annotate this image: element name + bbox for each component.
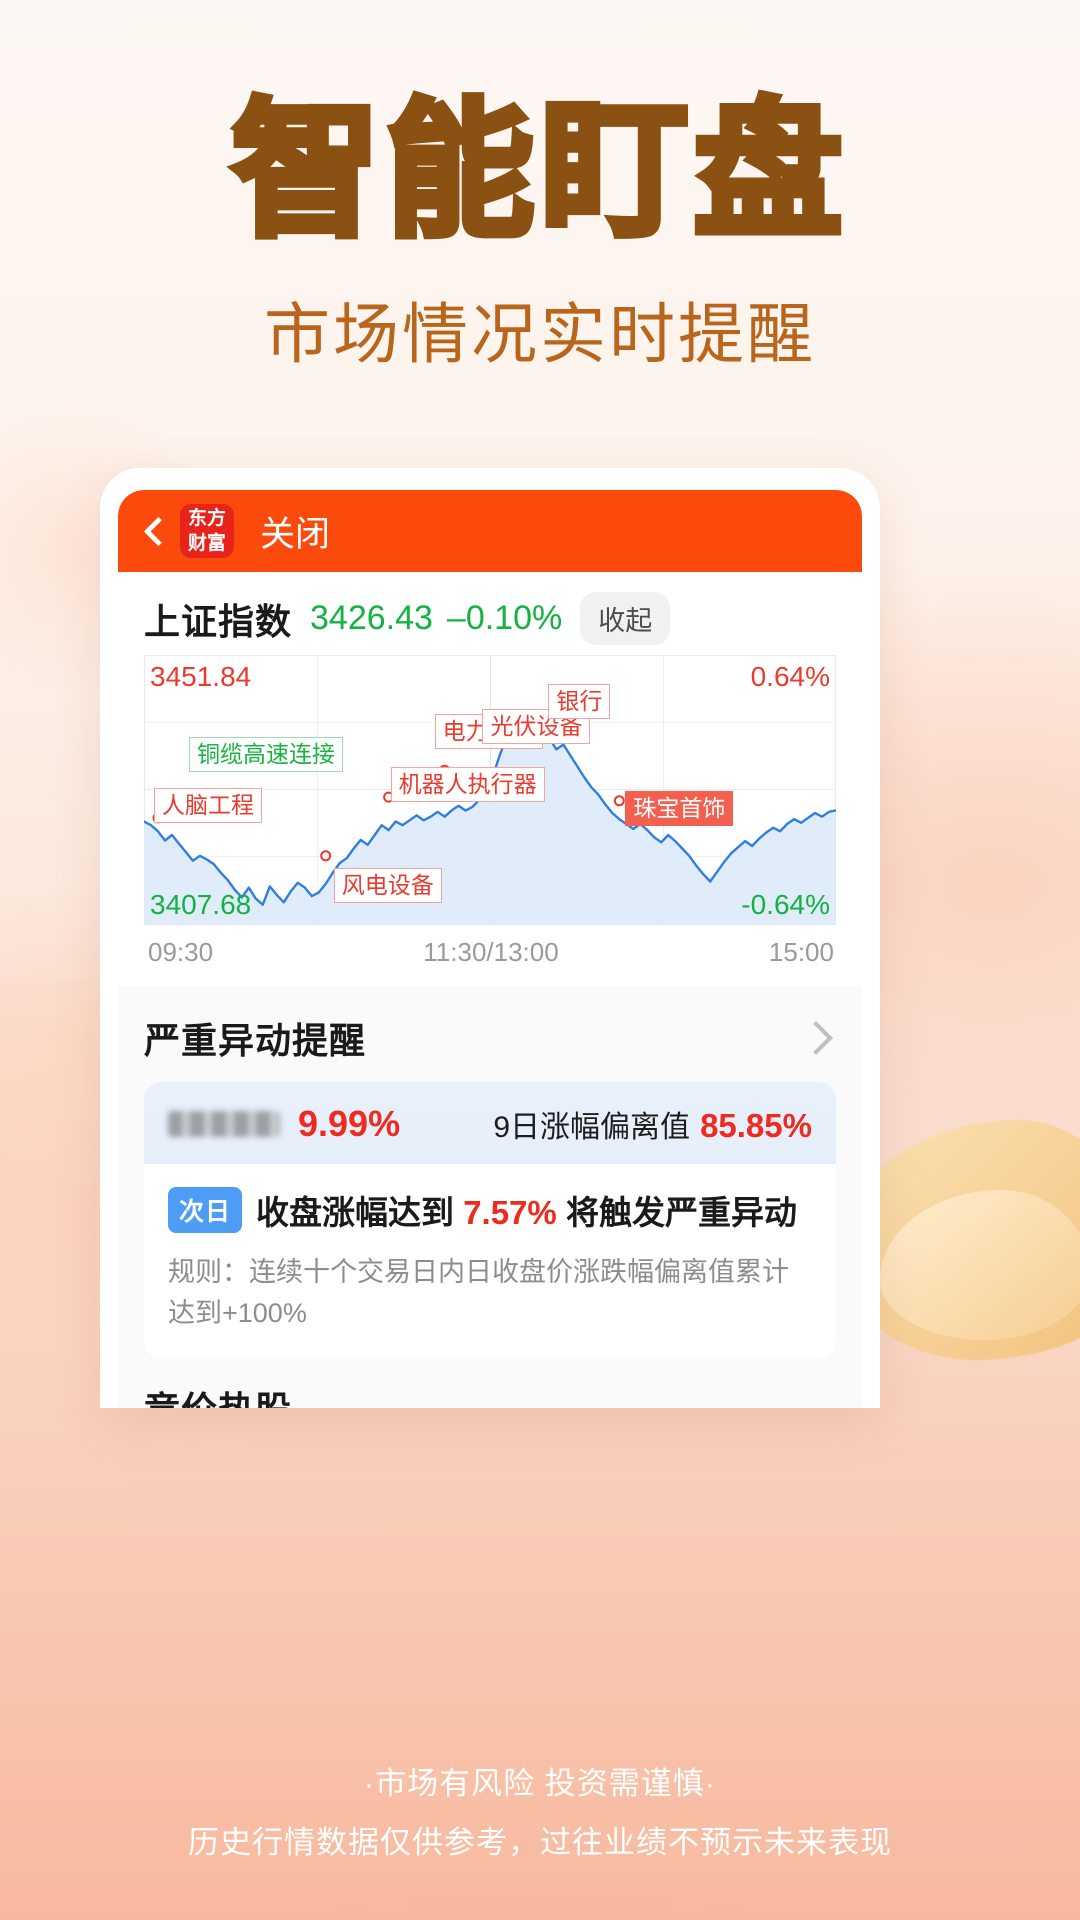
chart-annotation-label[interactable]: 珠宝首饰 [625,790,734,826]
chart-high-price: 3451.84 [150,661,252,692]
chart-low-pct: -0.64% [741,889,830,920]
annotation-marker [613,795,625,807]
alert-headline-row: 次日 收盘涨幅达到 7.57% 将触发严重异动 [168,1186,812,1234]
index-change-pct: –0.10% [446,599,563,637]
collapse-toggle[interactable]: 收起 [580,592,671,645]
chart-annotation-label[interactable]: 银行 [548,684,611,720]
annotation-marker [320,850,332,862]
auction-hot-section: 竞价热股 展示产生看多异动中热度较高的个股 涨停试盘 [118,1359,862,1408]
index-block: 上证指数 3426.43 –0.10% 收起 [118,572,862,645]
time-tick-0: 09:30 [148,937,214,967]
logo-line-1: 东方 [187,508,226,529]
footer-disclaimer: ·市场有风险 投资需谨慎· 历史行情数据仅供参考，过往业绩不预示未来表现 [0,1758,1080,1862]
severe-alert-card-top: 9.99% 9日涨幅偏离值 85.85% [144,1082,836,1164]
deviation-block: 9日涨幅偏离值 85.85% [493,1102,812,1146]
masked-stock-name [168,1111,280,1137]
chart-annotation-label[interactable]: 机器人执行器 [390,767,545,803]
chart-area-fill [144,713,836,925]
alert-headline-value: 7.57% [463,1194,557,1231]
close-button[interactable]: 关闭 [260,514,331,554]
alert-headline-prefix: 收盘涨幅达到 [256,1194,455,1231]
index-name: 上证指数 [144,600,293,642]
deviation-value: 85.85% [700,1107,812,1144]
chart-low-price: 3407.68 [150,889,252,920]
next-day-tag: 次日 [168,1187,243,1233]
index-row: 上证指数 3426.43 –0.10% 收起 [144,592,836,645]
phone-mockup: 东方 财富 关闭 上证指数 3426.43 –0.10% 收起 [100,468,880,1408]
chart-annotation-label[interactable]: 铜缆高速连接 [188,736,343,772]
index-value: 3426.43 [310,599,433,637]
chart-high-pct: 0.64% [750,661,830,692]
disclaimer-line-1: ·市场有风险 投资需谨慎· [363,1766,717,1801]
eastmoney-logo: 东方 财富 [180,504,234,558]
chevron-left-icon[interactable] [140,518,166,544]
severe-alert-title: 严重异动提醒 [144,1020,367,1061]
time-tick-1: 11:30/13:00 [423,937,559,967]
time-tick-2: 15:00 [768,937,834,967]
logo-line-2: 财富 [187,533,226,554]
deviation-label: 9日涨幅偏离值 [493,1111,691,1144]
auction-title: 竞价热股 [144,1381,836,1408]
alert-headline-suffix: 将触发严重异动 [565,1194,797,1231]
hero-title: 智能盯盘 [229,85,848,257]
disclaimer-line-2: 历史行情数据仅供参考，过往业绩不预示未来表现 [188,1825,892,1860]
severe-alert-header[interactable]: 严重异动提醒 [144,1012,836,1064]
severe-alert-section: 严重异动提醒 9.99% 9日涨幅偏离值 85.85% 次日 收盘涨幅达到 7.… [118,986,862,1359]
chart-annotation-label[interactable]: 风电设备 [333,867,442,903]
intraday-chart[interactable]: 3451.84 0.64% 3407.68 -0.64% 人脑工程 铜缆高速连接风… [144,655,836,925]
chart-time-axis: 09:30 11:30/13:00 15:00 [118,931,862,986]
chart-container: 3451.84 0.64% 3407.68 -0.64% 人脑工程 铜缆高速连接风… [118,645,862,931]
alert-rule-text: 规则：连续十个交易日内日收盘价涨跌幅偏离值累计达到+100% [168,1257,789,1328]
severe-alert-card-body: 次日 收盘涨幅达到 7.57% 将触发严重异动 规则：连续十个交易日内日收盘价涨… [144,1164,836,1359]
app-screen: 东方 财富 关闭 上证指数 3426.43 –0.10% 收起 [118,490,862,1408]
stock-change-pct: 9.99% [298,1103,401,1144]
hero-block: 智能盯盘 市场情况实时提醒 [0,85,1080,377]
hero-subtitle: 市场情况实时提醒 [264,296,816,371]
chevron-right-icon[interactable] [799,1021,833,1055]
app-header: 东方 财富 关闭 [118,490,862,572]
alert-headline: 收盘涨幅达到 7.57% 将触发严重异动 [256,1186,797,1234]
severe-alert-card[interactable]: 9.99% 9日涨幅偏离值 85.85% 次日 收盘涨幅达到 7.57% 将触发… [144,1082,836,1359]
chart-annotation-label[interactable]: 人脑工程 [153,787,262,823]
